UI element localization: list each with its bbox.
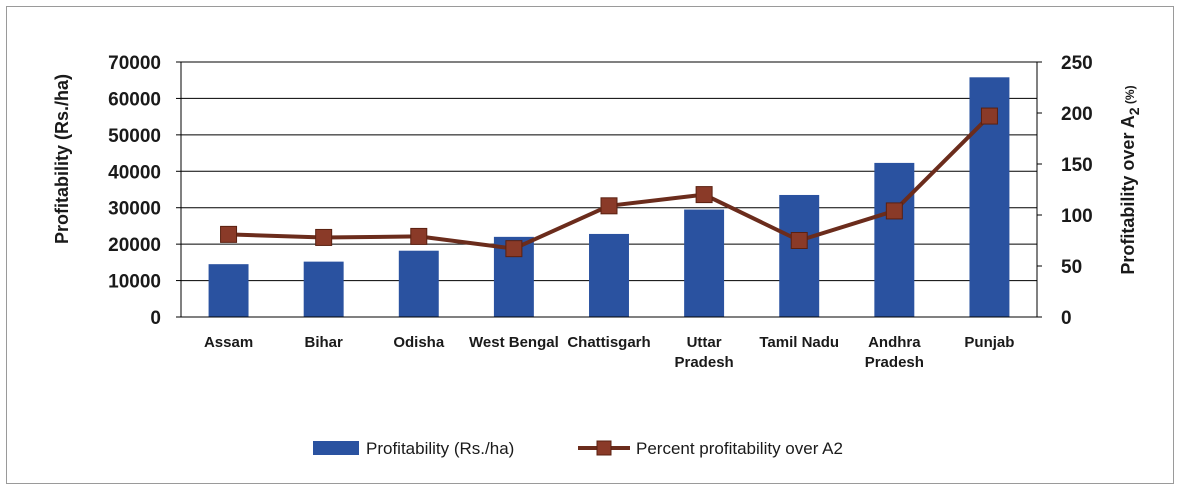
line-marker-7 <box>885 202 903 220</box>
left-tick-label-2: 20000 <box>108 235 161 256</box>
category-label-0-line-0: Assam <box>204 334 253 351</box>
left-tick-label-3: 30000 <box>108 199 161 220</box>
category-label-7-line-0: Andhra <box>868 334 921 351</box>
right-tick-label-1: 50 <box>1061 257 1082 278</box>
category-label-5: Uttar Pradesh <box>675 334 734 371</box>
line-marker-2 <box>410 227 428 245</box>
category-label-5-line-0: Uttar <box>687 334 722 351</box>
left-tick-label-6: 60000 <box>108 89 161 110</box>
left-tick-label-0: 0 <box>150 308 161 329</box>
line-marker-4 <box>600 197 618 215</box>
bar-series <box>208 77 1010 317</box>
legend-line-marker <box>596 440 612 456</box>
left-tick-label-1: 10000 <box>108 272 161 293</box>
legend: Profitability (Rs./ha) Percent profitabi… <box>313 439 843 458</box>
right-tick-label-0: 0 <box>1061 308 1072 329</box>
bar-2 <box>398 250 439 317</box>
left-tick-label-4: 40000 <box>108 162 161 183</box>
axes: 0 10000 20000 30000 40000 50000 60000 70000 0 50 1… <box>108 53 1093 371</box>
right-axis-title-main: Profitability over A <box>1118 115 1138 274</box>
line-marker-0 <box>220 225 238 243</box>
right-tick-label-3: 150 <box>1061 155 1093 176</box>
line-marker-5 <box>695 186 713 204</box>
category-label-6-line-0: Tamil Nadu <box>759 334 839 351</box>
left-tick-label-5: 50000 <box>108 126 161 147</box>
category-label-8-line-0: Punjab <box>964 334 1014 351</box>
bar-4 <box>589 233 629 317</box>
category-label-5-line-1: Pradesh <box>675 354 734 371</box>
right-axis-title-unit: (%) <box>1123 85 1137 107</box>
right-axis-title: Profitability over A2 (%) <box>1118 85 1142 274</box>
bar-0 <box>208 264 249 317</box>
right-tick-label-4: 200 <box>1061 104 1093 125</box>
category-label-1-line-0: Bihar <box>304 334 343 351</box>
category-label-3: West Bengal <box>469 334 559 351</box>
bar-5 <box>684 209 725 317</box>
line-marker-8 <box>980 107 998 125</box>
line-marker-1 <box>315 228 333 246</box>
bar-1 <box>303 261 344 317</box>
line-marker-3 <box>505 240 523 258</box>
left-axis-title: Profitability (Rs./ha) <box>52 74 72 244</box>
category-label-6: Tamil Nadu <box>759 334 839 351</box>
category-label-7: Andhra Pradesh <box>865 334 924 371</box>
bar-6 <box>779 194 820 317</box>
category-label-4: Chattisgarh <box>567 334 650 351</box>
category-label-3-line-0: West Bengal <box>469 334 559 351</box>
legend-bar-swatch <box>313 441 359 455</box>
bar-7 <box>874 162 915 317</box>
category-label-0: Assam <box>204 334 253 351</box>
left-tick-label-7: 70000 <box>108 53 161 74</box>
line-marker-6 <box>790 232 808 249</box>
category-label-2: Odisha <box>393 334 445 351</box>
category-label-2-line-0: Odisha <box>393 334 445 351</box>
legend-bar-label: Profitability (Rs./ha) <box>366 439 514 458</box>
category-label-7-line-1: Pradesh <box>865 354 924 371</box>
right-tick-label-2: 100 <box>1061 206 1093 227</box>
category-label-8: Punjab <box>964 334 1014 351</box>
right-tick-label-5: 250 <box>1061 53 1093 74</box>
category-label-4-line-0: Chattisgarh <box>567 334 650 351</box>
category-label-1: Bihar <box>304 334 343 351</box>
line-series <box>220 107 998 258</box>
right-axis-title-subscript: 2 <box>1126 107 1142 115</box>
legend-line-label: Percent profitability over A2 <box>636 439 843 458</box>
